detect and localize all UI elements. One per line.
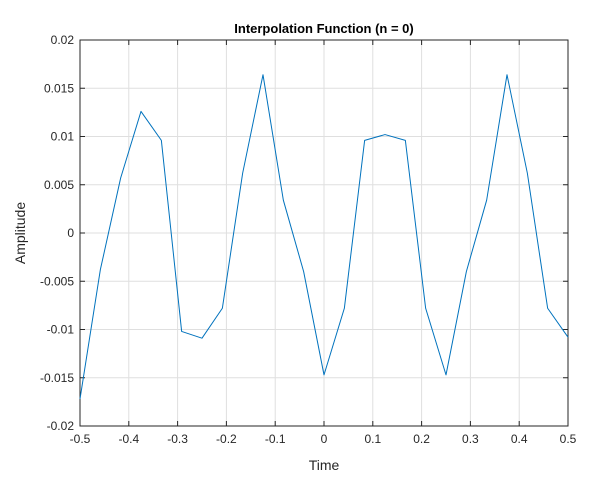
chart-title: Interpolation Function (n = 0) [234, 21, 413, 36]
axis-ticks: -0.5 -0.4 -0.3 -0.2 -0.1 0 0.1 0.2 0.3 0.4 0.5 -0.0… [40, 33, 577, 446]
series-group [79, 74, 569, 400]
y-tick-label: -0.02 [47, 419, 75, 433]
x-tick-label: 0.5 [560, 432, 577, 446]
x-tick-label: 0.4 [511, 432, 528, 446]
y-tick-label: -0.015 [40, 371, 74, 385]
y-tick-label: 0.005 [44, 178, 74, 192]
y-tick-label: -0.01 [47, 323, 75, 337]
y-tick-label: 0.02 [51, 33, 75, 47]
y-tick-label: 0.01 [51, 130, 75, 144]
x-tick-label: 0.2 [413, 432, 430, 446]
x-tick-label: 0.3 [462, 432, 479, 446]
x-tick-label: -0.4 [118, 432, 139, 446]
x-axis-label: Time [309, 457, 340, 473]
x-tick-label: -0.5 [70, 432, 91, 446]
y-tick-label: 0.015 [44, 81, 74, 95]
series-line [79, 74, 569, 400]
x-tick-label: -0.2 [216, 432, 237, 446]
y-tick-label: -0.005 [40, 274, 74, 288]
x-tick-label: 0 [321, 432, 328, 446]
y-axis-label: Amplitude [12, 202, 28, 264]
x-tick-label: -0.1 [265, 432, 286, 446]
x-tick-label: -0.3 [167, 432, 188, 446]
x-tick-label: 0.1 [364, 432, 381, 446]
y-tick-label: 0 [67, 226, 74, 240]
